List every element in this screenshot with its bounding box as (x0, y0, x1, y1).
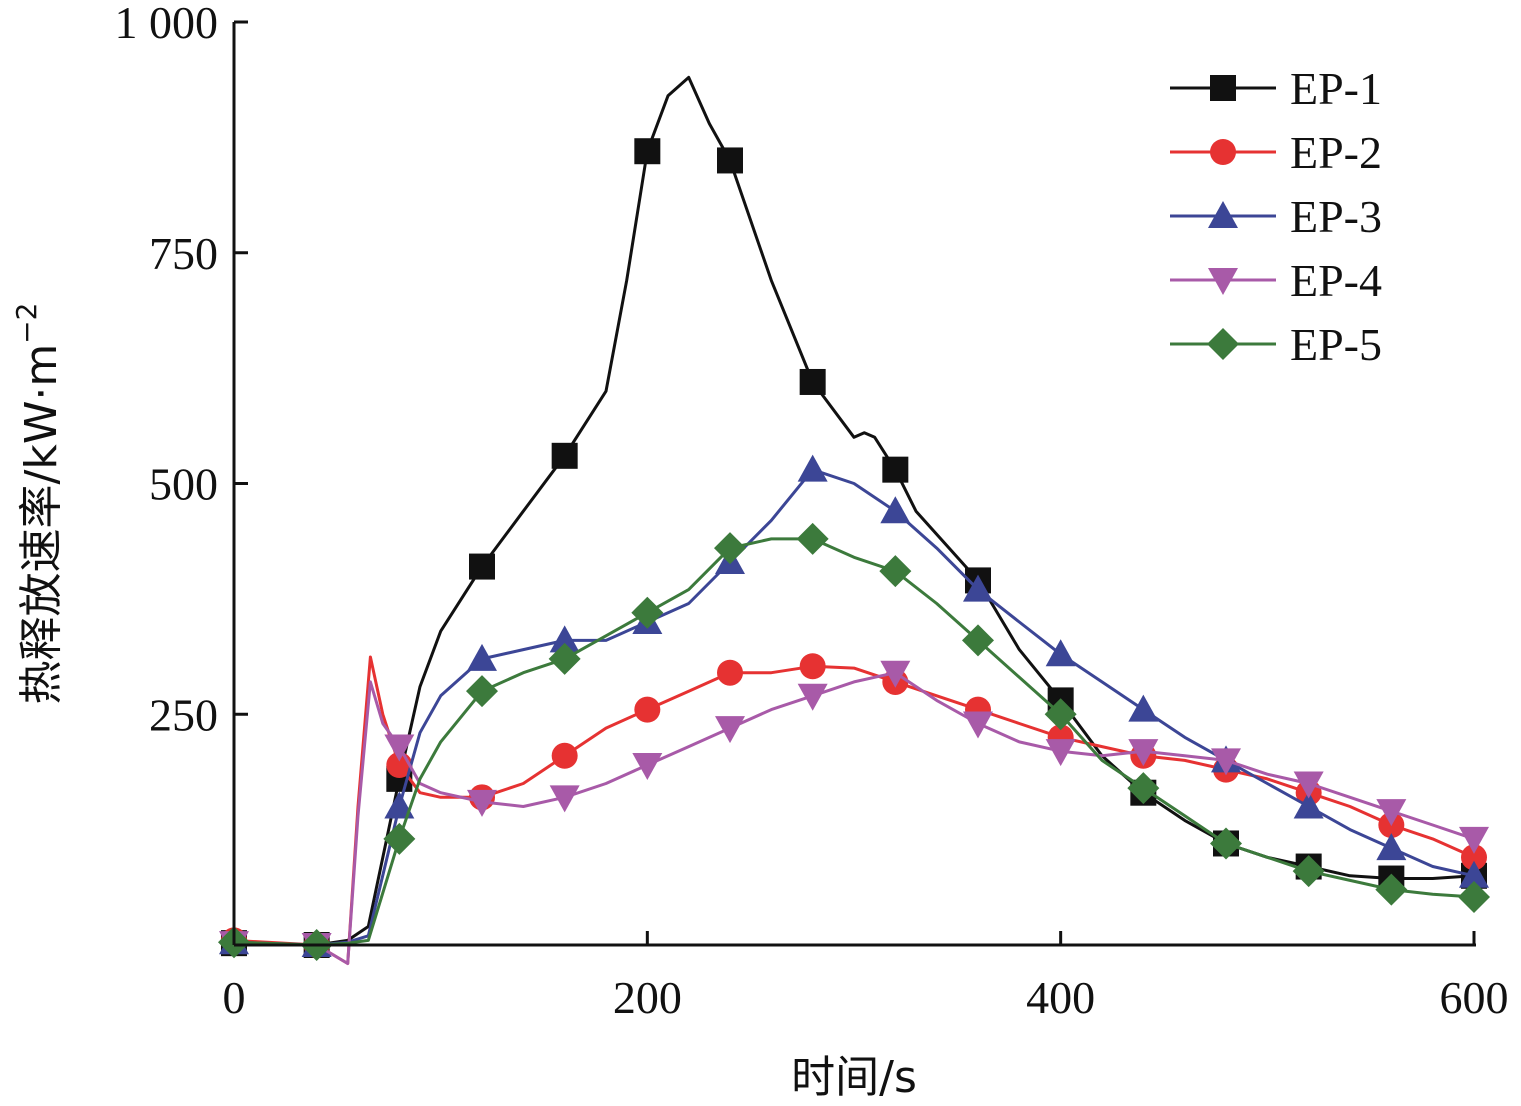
legend-item: EP-5 (1170, 319, 1382, 370)
data-point (467, 643, 497, 671)
legend-marker (1208, 268, 1238, 295)
y-tick-label: 250 (149, 689, 218, 740)
data-point (1459, 860, 1489, 888)
legend-label: EP-4 (1290, 255, 1382, 306)
data-point (1210, 827, 1242, 860)
data-point (1376, 833, 1407, 861)
data-point (1128, 694, 1159, 722)
data-point (963, 574, 993, 602)
data-point (714, 532, 746, 565)
data-point (383, 822, 416, 855)
data-point (631, 596, 664, 629)
data-point (1128, 739, 1159, 767)
series-line (233, 537, 1475, 947)
x-tick-label: 600 (1440, 972, 1509, 1023)
legend-item: EP-4 (1170, 255, 1382, 306)
data-point (963, 711, 993, 739)
data-point (1459, 826, 1489, 854)
data-point (466, 675, 498, 708)
series-line (233, 671, 1475, 965)
y-tick-label: 500 (149, 459, 218, 510)
data-point (549, 625, 580, 653)
data-point (634, 696, 661, 723)
x-tick-label: 400 (1026, 972, 1095, 1023)
data-point (469, 553, 495, 580)
data-point (1293, 791, 1324, 819)
legend-marker (1208, 201, 1238, 228)
data-point (880, 496, 911, 524)
series-line (233, 468, 1475, 947)
data-point (796, 522, 829, 555)
data-point (1461, 844, 1487, 871)
data-point (467, 789, 497, 817)
x-tick-label: 200 (613, 972, 682, 1023)
legend-label: EP-2 (1290, 127, 1382, 178)
data-point (1375, 873, 1408, 906)
data-point (548, 642, 581, 675)
data-point (632, 753, 663, 781)
x-axis-title: 时间/s (791, 1052, 917, 1103)
y-tick-label: 750 (149, 228, 218, 279)
data-point (1458, 881, 1490, 914)
data-point (1044, 698, 1077, 731)
data-point (1127, 772, 1160, 805)
legend-marker (1210, 139, 1236, 165)
data-point (879, 555, 912, 588)
x-tick-label: 0 (223, 972, 246, 1023)
data-point (549, 785, 580, 813)
data-point (882, 456, 909, 483)
data-point (551, 442, 578, 469)
series-ep-3 (219, 454, 1489, 957)
data-point (384, 734, 415, 762)
y-axis-title-main: 热释放速率/kW·m (16, 344, 67, 705)
y-axis-title: 热释放速率/kW·m−2 (10, 303, 67, 705)
data-point (799, 653, 826, 680)
legend-label: EP-5 (1290, 319, 1382, 370)
data-point (551, 742, 578, 769)
legend-marker (1207, 328, 1239, 360)
legend: EP-1 EP-2 EP-3 EP-4 EP-5 (1170, 63, 1382, 370)
legend-label: EP-3 (1290, 191, 1382, 242)
series-line (233, 655, 1475, 965)
legend-item: EP-2 (1170, 127, 1382, 178)
data-point (880, 660, 911, 688)
data-point (797, 683, 828, 711)
data-point (715, 716, 745, 744)
legend-item: EP-3 (1170, 191, 1382, 242)
data-point (384, 791, 415, 819)
data-point (797, 454, 828, 482)
data-point (1045, 639, 1076, 667)
y-axis-title-superscript: −2 (10, 303, 43, 344)
data-point (634, 138, 661, 165)
data-point (1376, 799, 1407, 827)
series-ep-5 (218, 522, 1490, 961)
data-point (1045, 739, 1076, 767)
y-tick-label: 1 000 (115, 0, 219, 48)
data-point (1211, 748, 1241, 776)
legend-marker (1210, 75, 1236, 101)
data-point (1293, 771, 1324, 799)
x-ticks: 0 200 400 600 (223, 931, 1509, 1023)
series-group (218, 75, 1490, 965)
data-point (1292, 855, 1325, 888)
data-point (717, 147, 743, 174)
data-point (962, 624, 994, 657)
y-ticks: 250 500 750 1 000 (115, 0, 248, 740)
data-point (799, 368, 826, 395)
series-line (233, 75, 1475, 947)
data-point (717, 659, 743, 686)
legend-item: EP-1 (1170, 63, 1382, 114)
legend-label: EP-1 (1290, 63, 1382, 114)
